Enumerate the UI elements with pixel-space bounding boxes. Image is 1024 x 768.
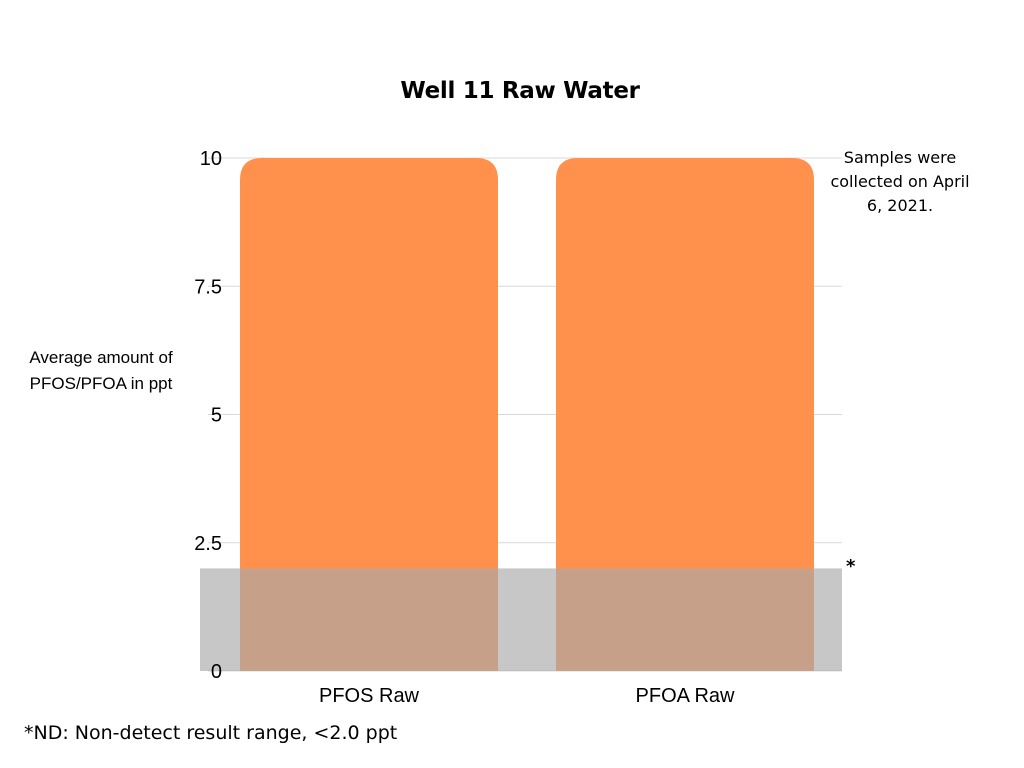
sample-date-note: Samples were collected on April 6, 2021.	[830, 148, 970, 215]
x-category-label: PFOA Raw	[636, 685, 735, 707]
bar-pfos-raw	[240, 158, 498, 671]
label-layer: 0 2.5 5 7.5 10 PFOS Raw PFOA Raw	[194, 148, 735, 707]
non-detect-marker: *	[846, 556, 856, 577]
y-tick-label: 2.5	[194, 533, 222, 555]
non-detect-band	[200, 568, 842, 671]
y-tick-label: 0	[211, 661, 222, 683]
bar-layer	[240, 158, 814, 671]
y-tick-label: 5	[211, 405, 222, 427]
chart-title: Well 11 Raw Water	[400, 78, 640, 104]
bar-pfoa-raw	[556, 158, 814, 671]
x-category-label: PFOS Raw	[319, 685, 420, 707]
y-tick-label: 7.5	[194, 276, 222, 298]
band-layer	[200, 568, 842, 671]
footnote: *ND: Non-detect result range, <2.0 ppt	[24, 722, 398, 744]
y-axis-label: Average amount of PFOS/PFOA in ppt	[29, 348, 173, 393]
y-tick-label: 10	[200, 148, 222, 170]
